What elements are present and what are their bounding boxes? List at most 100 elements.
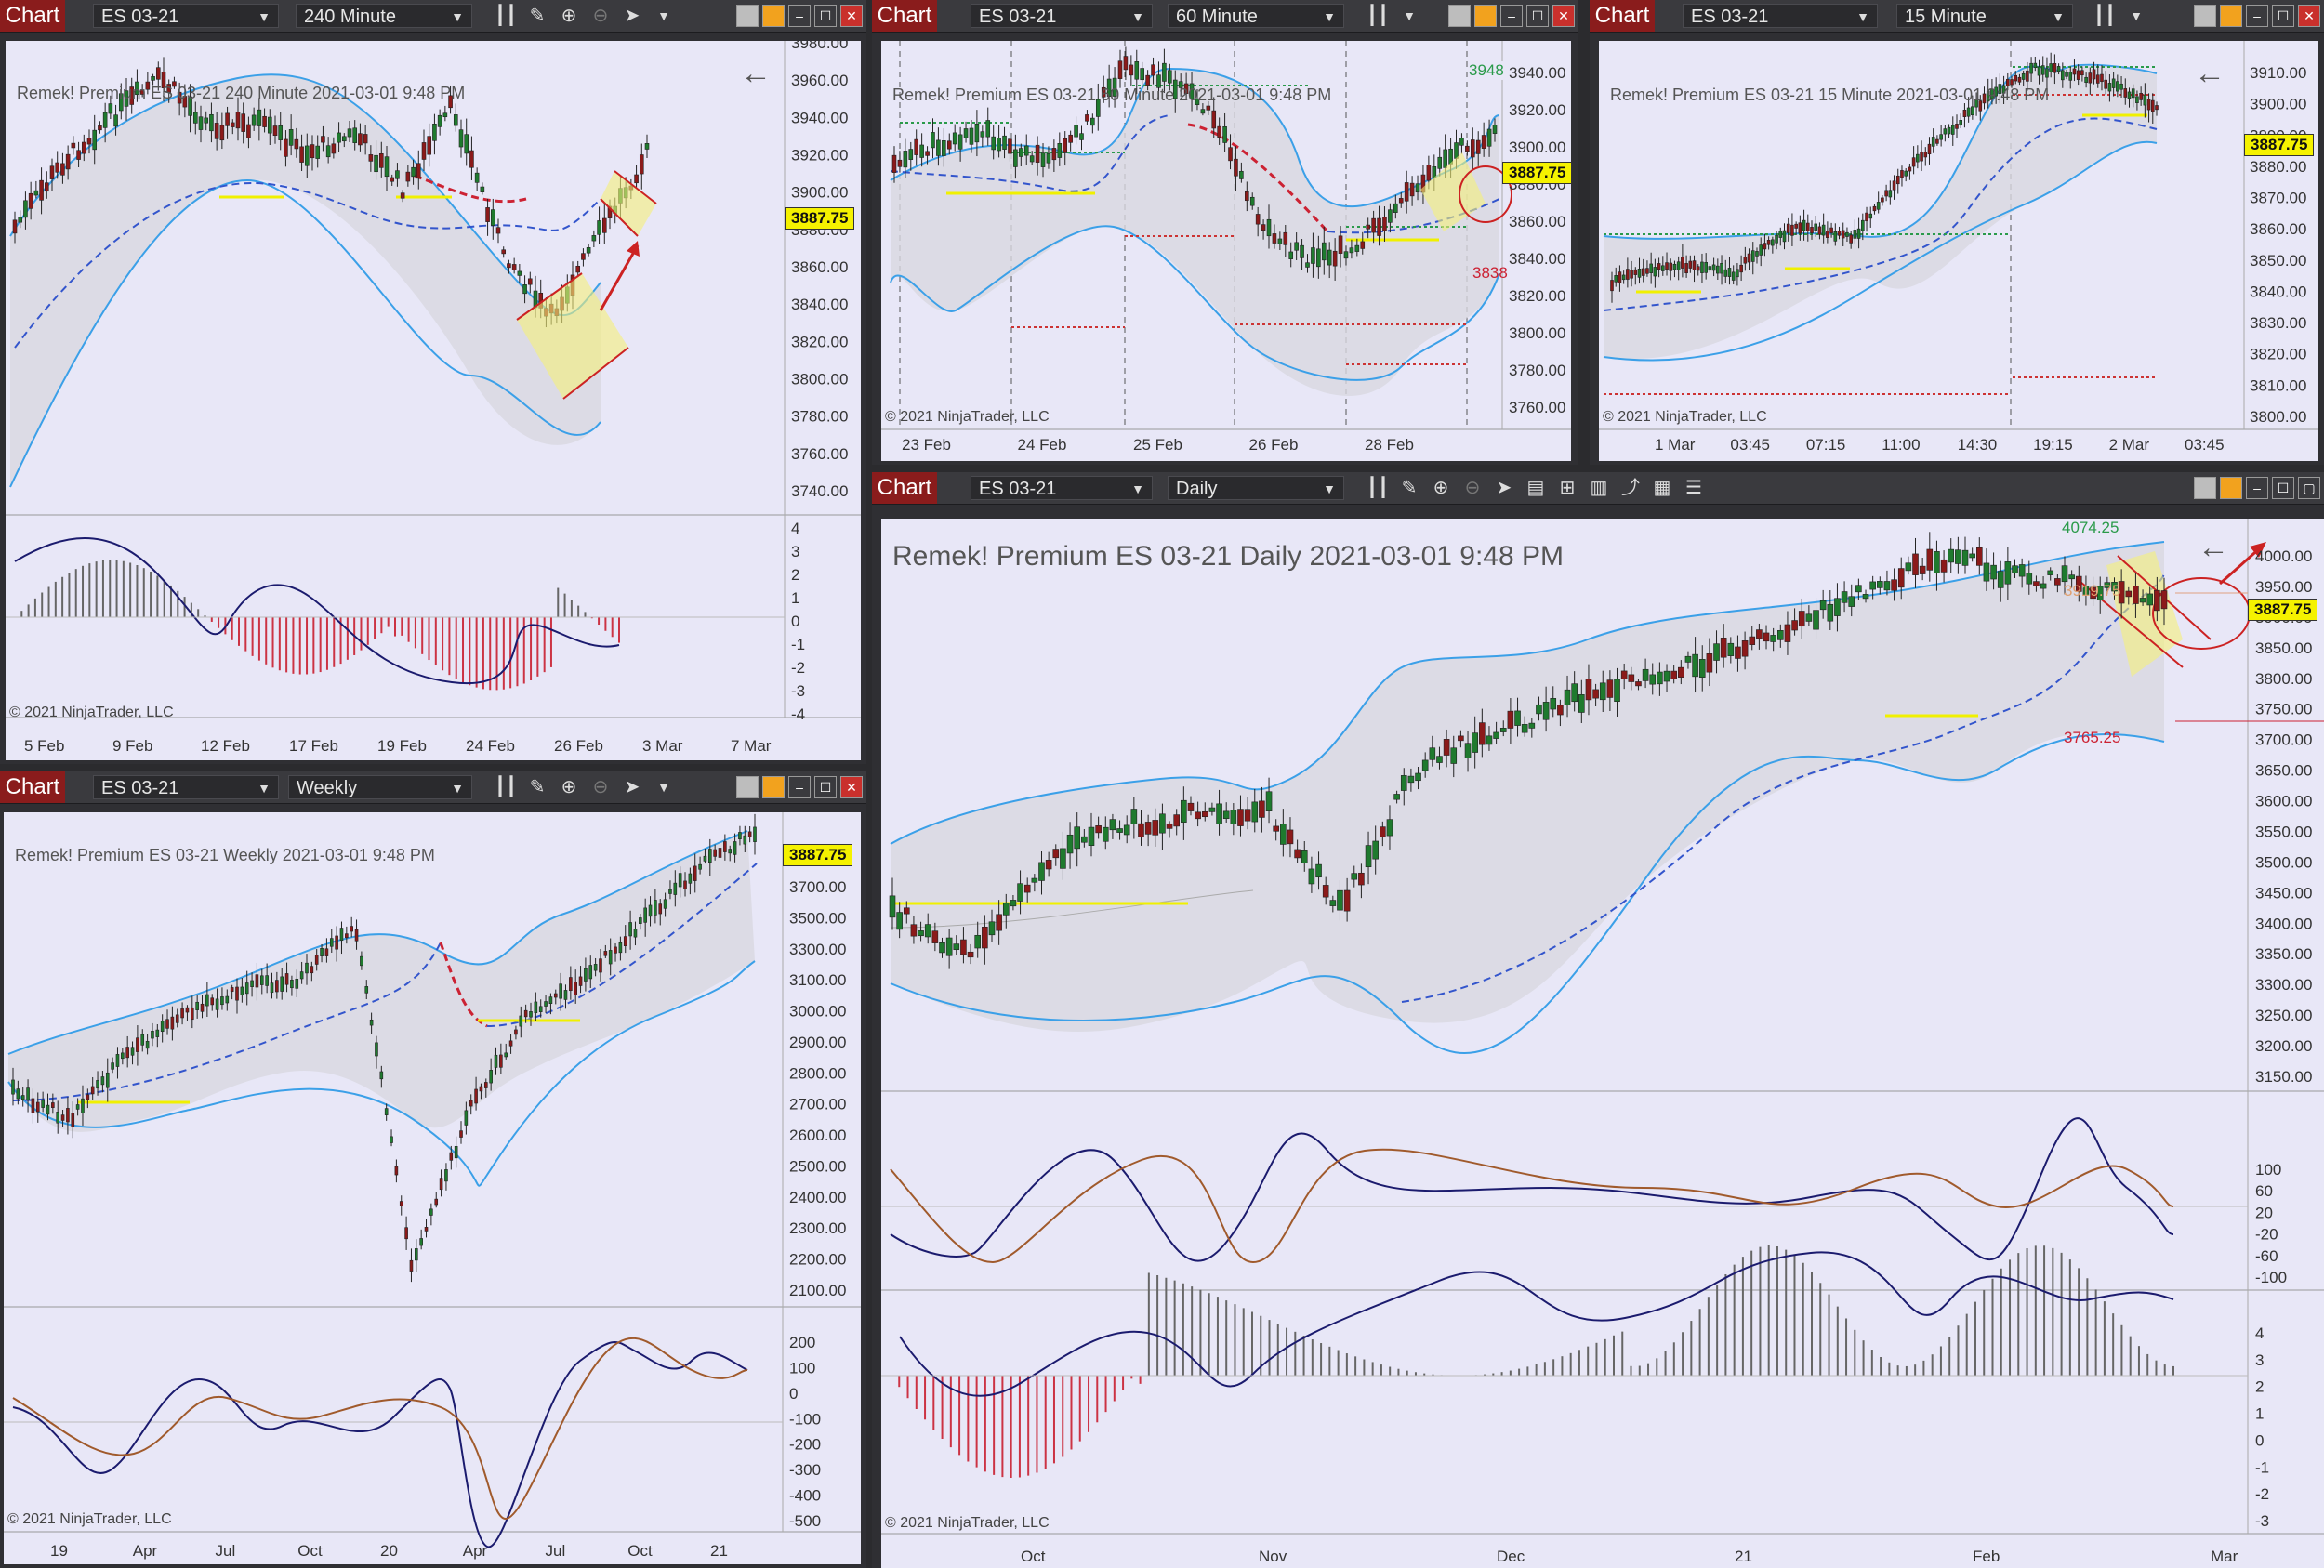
strategies-icon[interactable]: ⤴ — [1621, 478, 1640, 498]
instrument-selector[interactable]: ES 03-21 ▼ — [1683, 4, 1878, 28]
chevron-down-icon[interactable]: ▼ — [2130, 8, 2143, 23]
color-swatch-gray[interactable] — [1448, 5, 1471, 27]
maximize-button[interactable]: ☐ — [814, 5, 837, 27]
candle — [1978, 100, 1983, 112]
bar-type-icon[interactable]: ┃┃ — [1366, 478, 1390, 498]
candle — [1272, 233, 1277, 244]
bar-type-icon[interactable]: ┃┃ — [494, 6, 518, 26]
indicators-icon[interactable]: ▥ — [1590, 478, 1608, 498]
candle — [1883, 581, 1891, 591]
color-swatch-orange[interactable] — [762, 5, 785, 27]
maximize-button[interactable]: ☐ — [1526, 5, 1549, 27]
color-swatch-orange[interactable] — [2220, 5, 2242, 27]
zoom-in-icon[interactable]: ⊕ — [561, 6, 577, 26]
instrument-selector[interactable]: ES 03-21 ▼ — [93, 4, 279, 28]
interval-selector[interactable]: 240 Minute ▼ — [296, 4, 472, 28]
chart-menu-button[interactable]: Chart — [872, 472, 937, 504]
instrument-selector[interactable]: ES 03-21 ▼ — [93, 775, 279, 799]
candle — [896, 912, 903, 930]
minimize-button[interactable]: – — [1500, 5, 1523, 27]
candle — [698, 863, 702, 870]
color-swatch-gray[interactable] — [736, 776, 759, 798]
instrument-label: ES 03-21 — [101, 7, 179, 27]
minimize-button[interactable]: – — [788, 776, 811, 798]
pointer-icon[interactable]: ➤ — [1496, 478, 1512, 498]
chevron-down-icon[interactable]: ▼ — [1403, 8, 1416, 23]
data-box-icon[interactable]: ▤ — [1526, 478, 1545, 498]
candle — [76, 150, 81, 160]
minimize-button[interactable]: – — [2246, 5, 2268, 27]
candle — [1138, 823, 1144, 837]
drawing-pencil-icon[interactable]: ✎ — [529, 6, 546, 26]
pointer-icon[interactable]: ➤ — [624, 777, 640, 797]
chart-plot-area[interactable]: 3700.00 3500.00 3300.00 3100.00 3000.00 2900.… — [4, 812, 861, 1564]
color-swatch-gray[interactable] — [2194, 5, 2216, 27]
color-swatch-orange[interactable] — [1474, 5, 1497, 27]
instrument-selector[interactable]: ES 03-21 ▼ — [971, 4, 1153, 28]
zoom-in-icon[interactable]: ⊕ — [561, 777, 577, 797]
instrument-selector[interactable]: ES 03-21 ▼ — [971, 476, 1153, 500]
candle — [1645, 268, 1649, 274]
candle — [1784, 624, 1791, 642]
bar-type-icon[interactable]: ┃┃ — [2093, 6, 2117, 26]
color-swatch-orange[interactable] — [762, 776, 785, 798]
maximize-button[interactable]: ☐ — [2272, 5, 2294, 27]
chart-plot-area[interactable]: 4000.003950.003900.003850.003800.003750.… — [881, 519, 2324, 1568]
candle — [1975, 547, 1983, 566]
chevron-down-icon[interactable]: ▼ — [657, 780, 670, 795]
bar-type-icon[interactable]: ┃┃ — [494, 777, 518, 797]
interval-selector[interactable]: 60 Minute ▼ — [1168, 4, 1344, 28]
candle — [1507, 710, 1514, 729]
chevron-down-icon[interactable]: ▼ — [657, 8, 670, 23]
maximize-button[interactable]: ☐ — [2272, 477, 2294, 499]
chart-menu-button[interactable]: Chart — [0, 0, 65, 32]
zoom-out-icon[interactable]: ⊖ — [1464, 478, 1481, 498]
candle — [1117, 60, 1123, 79]
chart-menu-button[interactable]: Chart — [0, 771, 65, 803]
back-arrow-icon[interactable]: ← — [740, 56, 772, 91]
candle — [1051, 148, 1057, 161]
interval-selector[interactable]: 15 Minute ▼ — [1896, 4, 2073, 28]
drawing-pencil-icon[interactable]: ✎ — [529, 777, 546, 797]
color-swatch-gray[interactable] — [736, 5, 759, 27]
interval-selector[interactable]: Daily ▼ — [1168, 476, 1344, 500]
interval-selector[interactable]: Weekly ▼ — [288, 775, 472, 799]
color-swatch-gray[interactable] — [2194, 477, 2216, 499]
candle — [2154, 589, 2160, 612]
back-arrow-icon[interactable]: ← — [2194, 56, 2225, 91]
chart-menu-button[interactable]: Chart — [872, 0, 937, 32]
minimize-button[interactable]: – — [2246, 477, 2268, 499]
candle — [1166, 823, 1173, 829]
candle — [1731, 271, 1736, 281]
bar-type-icon[interactable]: ┃┃ — [1366, 6, 1390, 26]
minimize-button[interactable]: – — [788, 5, 811, 27]
zoom-in-icon[interactable]: ⊕ — [1433, 478, 1449, 498]
candle — [2014, 74, 2018, 82]
back-arrow-icon[interactable]: ← — [2198, 530, 2229, 565]
candle — [1990, 564, 1997, 580]
close-button[interactable]: ✕ — [840, 776, 863, 798]
close-button[interactable]: ✕ — [840, 5, 863, 27]
drawing-pencil-icon[interactable]: ✎ — [1401, 478, 1418, 498]
candle — [205, 994, 209, 1007]
list-icon[interactable]: ☰ — [1685, 478, 1702, 498]
chart-plot-area[interactable]: 3940.00 3920.00 3900.00 3880.00 3860.00 3840.… — [881, 41, 1573, 461]
candle — [65, 153, 71, 170]
properties-icon[interactable]: ⊞ — [1559, 478, 1576, 498]
pointer-icon[interactable]: ➤ — [624, 6, 640, 26]
templates-icon[interactable]: ▦ — [1653, 478, 1671, 498]
chart-plot-area[interactable]: 3910.003900.003890.003880.003870.003860.… — [1599, 41, 2318, 461]
chart-menu-button[interactable]: Chart — [1590, 0, 1655, 32]
chart-plot-area[interactable]: 3980.00 3960.00 3940.00 3920.00 3900.00 3880.… — [6, 41, 861, 760]
candle — [1665, 262, 1669, 270]
close-button[interactable]: ✕ — [1552, 5, 1575, 27]
zoom-out-icon[interactable]: ⊖ — [592, 777, 609, 797]
color-swatch-orange[interactable] — [2220, 477, 2242, 499]
zoom-out-icon[interactable]: ⊖ — [592, 6, 609, 26]
maximize-button[interactable]: ☐ — [814, 776, 837, 798]
close-button[interactable]: ✕ — [2298, 5, 2320, 27]
restore-button[interactable]: ▢ — [2298, 477, 2320, 499]
candle — [2150, 99, 2155, 112]
candle — [1802, 219, 1806, 231]
date-tick-label: Mar — [2211, 1548, 2238, 1565]
